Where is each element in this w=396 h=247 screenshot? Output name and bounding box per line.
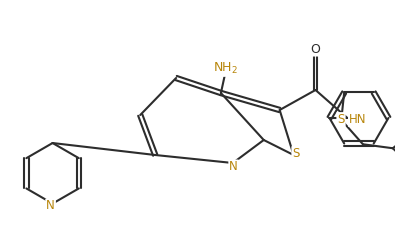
- Text: NH$_2$: NH$_2$: [213, 61, 238, 76]
- Text: S: S: [292, 147, 300, 160]
- Text: S: S: [337, 113, 345, 126]
- Text: HN: HN: [349, 113, 366, 126]
- Text: N: N: [46, 200, 55, 212]
- Text: O: O: [310, 42, 320, 56]
- Text: N: N: [229, 161, 238, 173]
